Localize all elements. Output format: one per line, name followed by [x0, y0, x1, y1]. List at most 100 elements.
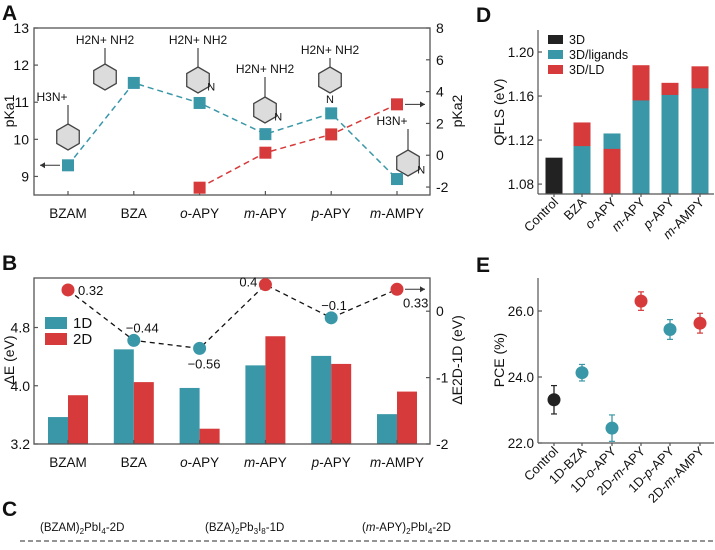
ring-nitrogen-label: N — [417, 165, 425, 177]
ring-nitrogen-label: N — [207, 82, 215, 94]
legend-swatch — [45, 317, 67, 329]
molecule-label: H2N+ NH2 — [236, 62, 295, 76]
y-axis-label: QFLS (eV) — [491, 79, 507, 146]
bar-1d — [179, 387, 200, 444]
panel-label-d: D — [476, 4, 491, 27]
y-right-axis-label: ΔE2D-1D (eV) — [449, 315, 465, 404]
x-tick-label: BZA — [121, 455, 147, 470]
y-right-tick-label: 0 — [436, 303, 444, 319]
molecule-ring — [93, 63, 117, 91]
molecule-label: H2N+ NH2 — [76, 33, 135, 47]
x-tick-label: p-APY — [311, 455, 351, 470]
y-right-tick-label: 8 — [436, 20, 444, 36]
bar-3d-ligands — [632, 100, 650, 194]
difference-point — [193, 341, 207, 355]
y-tick-label: 1.08 — [508, 177, 534, 192]
y-axis-label: PCE (%) — [491, 333, 507, 387]
x-tick-label: BZAM — [49, 455, 87, 470]
y-right-tick-label: 6 — [436, 52, 444, 68]
data-point-square — [62, 159, 74, 172]
y-tick-label: 12 — [13, 57, 29, 73]
data-point-square — [193, 181, 206, 194]
panel-c-structures: (BZAM)2PbI4-2D (BZA)2Pb3I8-1D (m-APY)2PbI4… — [20, 522, 715, 542]
difference-point — [390, 282, 404, 296]
right-axis-arrow-head — [420, 286, 425, 293]
x-tick-label: Control — [521, 194, 561, 234]
legend-label: 2D — [73, 331, 92, 348]
x-tick-label: m-AMPY — [370, 206, 424, 221]
pce-point — [575, 366, 589, 380]
x-tick-label: BZA — [121, 206, 147, 221]
legend-label: 3D/LD — [569, 63, 604, 77]
y-right-tick-label: 2 — [436, 115, 444, 131]
molecule-ring — [56, 123, 80, 151]
molecule-label: H3N+ — [376, 114, 407, 128]
bar-3d-ligands — [573, 146, 591, 194]
y-tick-label: 11 — [14, 94, 29, 110]
difference-point — [127, 333, 141, 347]
molecule-ring — [253, 96, 277, 124]
panel-label-c: C — [2, 498, 17, 521]
panel-b-chart: 3.2 4.0 4.8 -2 -1 0 BZAM BZA o-APY m-APY p-APY m-AM… — [1, 275, 465, 470]
x-tick-label: m-APY — [608, 194, 648, 234]
legend-label: 3D — [569, 33, 585, 47]
structure-label: (BZA)2Pb3I8-1D — [205, 522, 284, 536]
data-point-square — [127, 76, 140, 89]
pce-point — [634, 294, 648, 308]
bar-1d — [48, 417, 68, 444]
legend-label: 3D/ligands — [569, 48, 628, 62]
data-point-square — [325, 128, 338, 141]
molecule-label: H3N+ — [36, 90, 67, 104]
bar-2d — [265, 336, 286, 444]
bar-1d — [311, 355, 332, 444]
legend-swatch — [548, 50, 563, 59]
y-tick-label: 13 — [13, 20, 29, 36]
bar-2d — [133, 382, 154, 444]
legend-swatch — [548, 35, 563, 44]
y-right-axis-label: pKa2 — [449, 94, 465, 127]
panel-e-chart: 22.024.026.0Control1D-BZA1D-o-APY2D-m-AP… — [491, 278, 714, 506]
bar-1d — [377, 414, 397, 444]
bar-2d — [331, 363, 352, 444]
structure-label: (BZAM)2PbI4-2D — [40, 522, 124, 536]
series-line — [199, 103, 398, 189]
difference-data-label: −0.56 — [188, 356, 221, 371]
x-tick-label: BZAM — [49, 206, 87, 221]
y-tick-label: 26.0 — [508, 304, 534, 319]
molecule-label: H2N+ NH2 — [301, 43, 360, 57]
plot-frame — [33, 277, 431, 445]
y-tick-label: 10 — [13, 131, 29, 147]
x-tick-label: m-AMPY — [370, 455, 424, 470]
y-axis-label: ΔE (eV) — [1, 335, 17, 384]
plot-frame — [33, 27, 431, 196]
pce-point — [663, 322, 677, 336]
legend-swatch — [45, 333, 67, 345]
molecule-ring — [396, 149, 420, 177]
bar-2d — [397, 391, 417, 444]
y-tick-label: 4.0 — [11, 378, 31, 394]
y-tick-label: 1.20 — [508, 45, 534, 60]
molecule-label: H2N+ NH2 — [169, 33, 228, 47]
bar-3d — [545, 157, 563, 194]
data-point-square — [391, 173, 403, 186]
difference-data-label: 0.33 — [403, 295, 428, 310]
panel-label-e: E — [476, 254, 490, 277]
y-right-tick-label: 4 — [436, 84, 444, 100]
legend-label: 1D — [73, 315, 92, 332]
panel-a-chart: 9 10 11 12 13 -2 0 2 4 6 8 BZAM BZA o-APY m-APY p-APY m-… — [1, 20, 465, 221]
bar-3d-ligands — [691, 88, 709, 194]
difference-data-label: −0.44 — [126, 320, 159, 335]
data-point-square — [325, 107, 338, 120]
molecule-ring — [318, 66, 342, 94]
y-right-tick-label: -2 — [436, 436, 449, 452]
ring-nitrogen-label: N — [274, 112, 282, 124]
bar-1d — [245, 365, 266, 444]
structure-label: (m-APY)2PbI4-2D — [362, 522, 451, 536]
panel-label-a: A — [2, 2, 17, 25]
bar-3d-ligands — [661, 94, 679, 194]
y-axis-label: pKa1 — [1, 94, 17, 127]
y-tick-label: 1.16 — [508, 89, 534, 104]
difference-line — [67, 283, 398, 350]
x-tick-label: o-APY — [180, 206, 219, 221]
